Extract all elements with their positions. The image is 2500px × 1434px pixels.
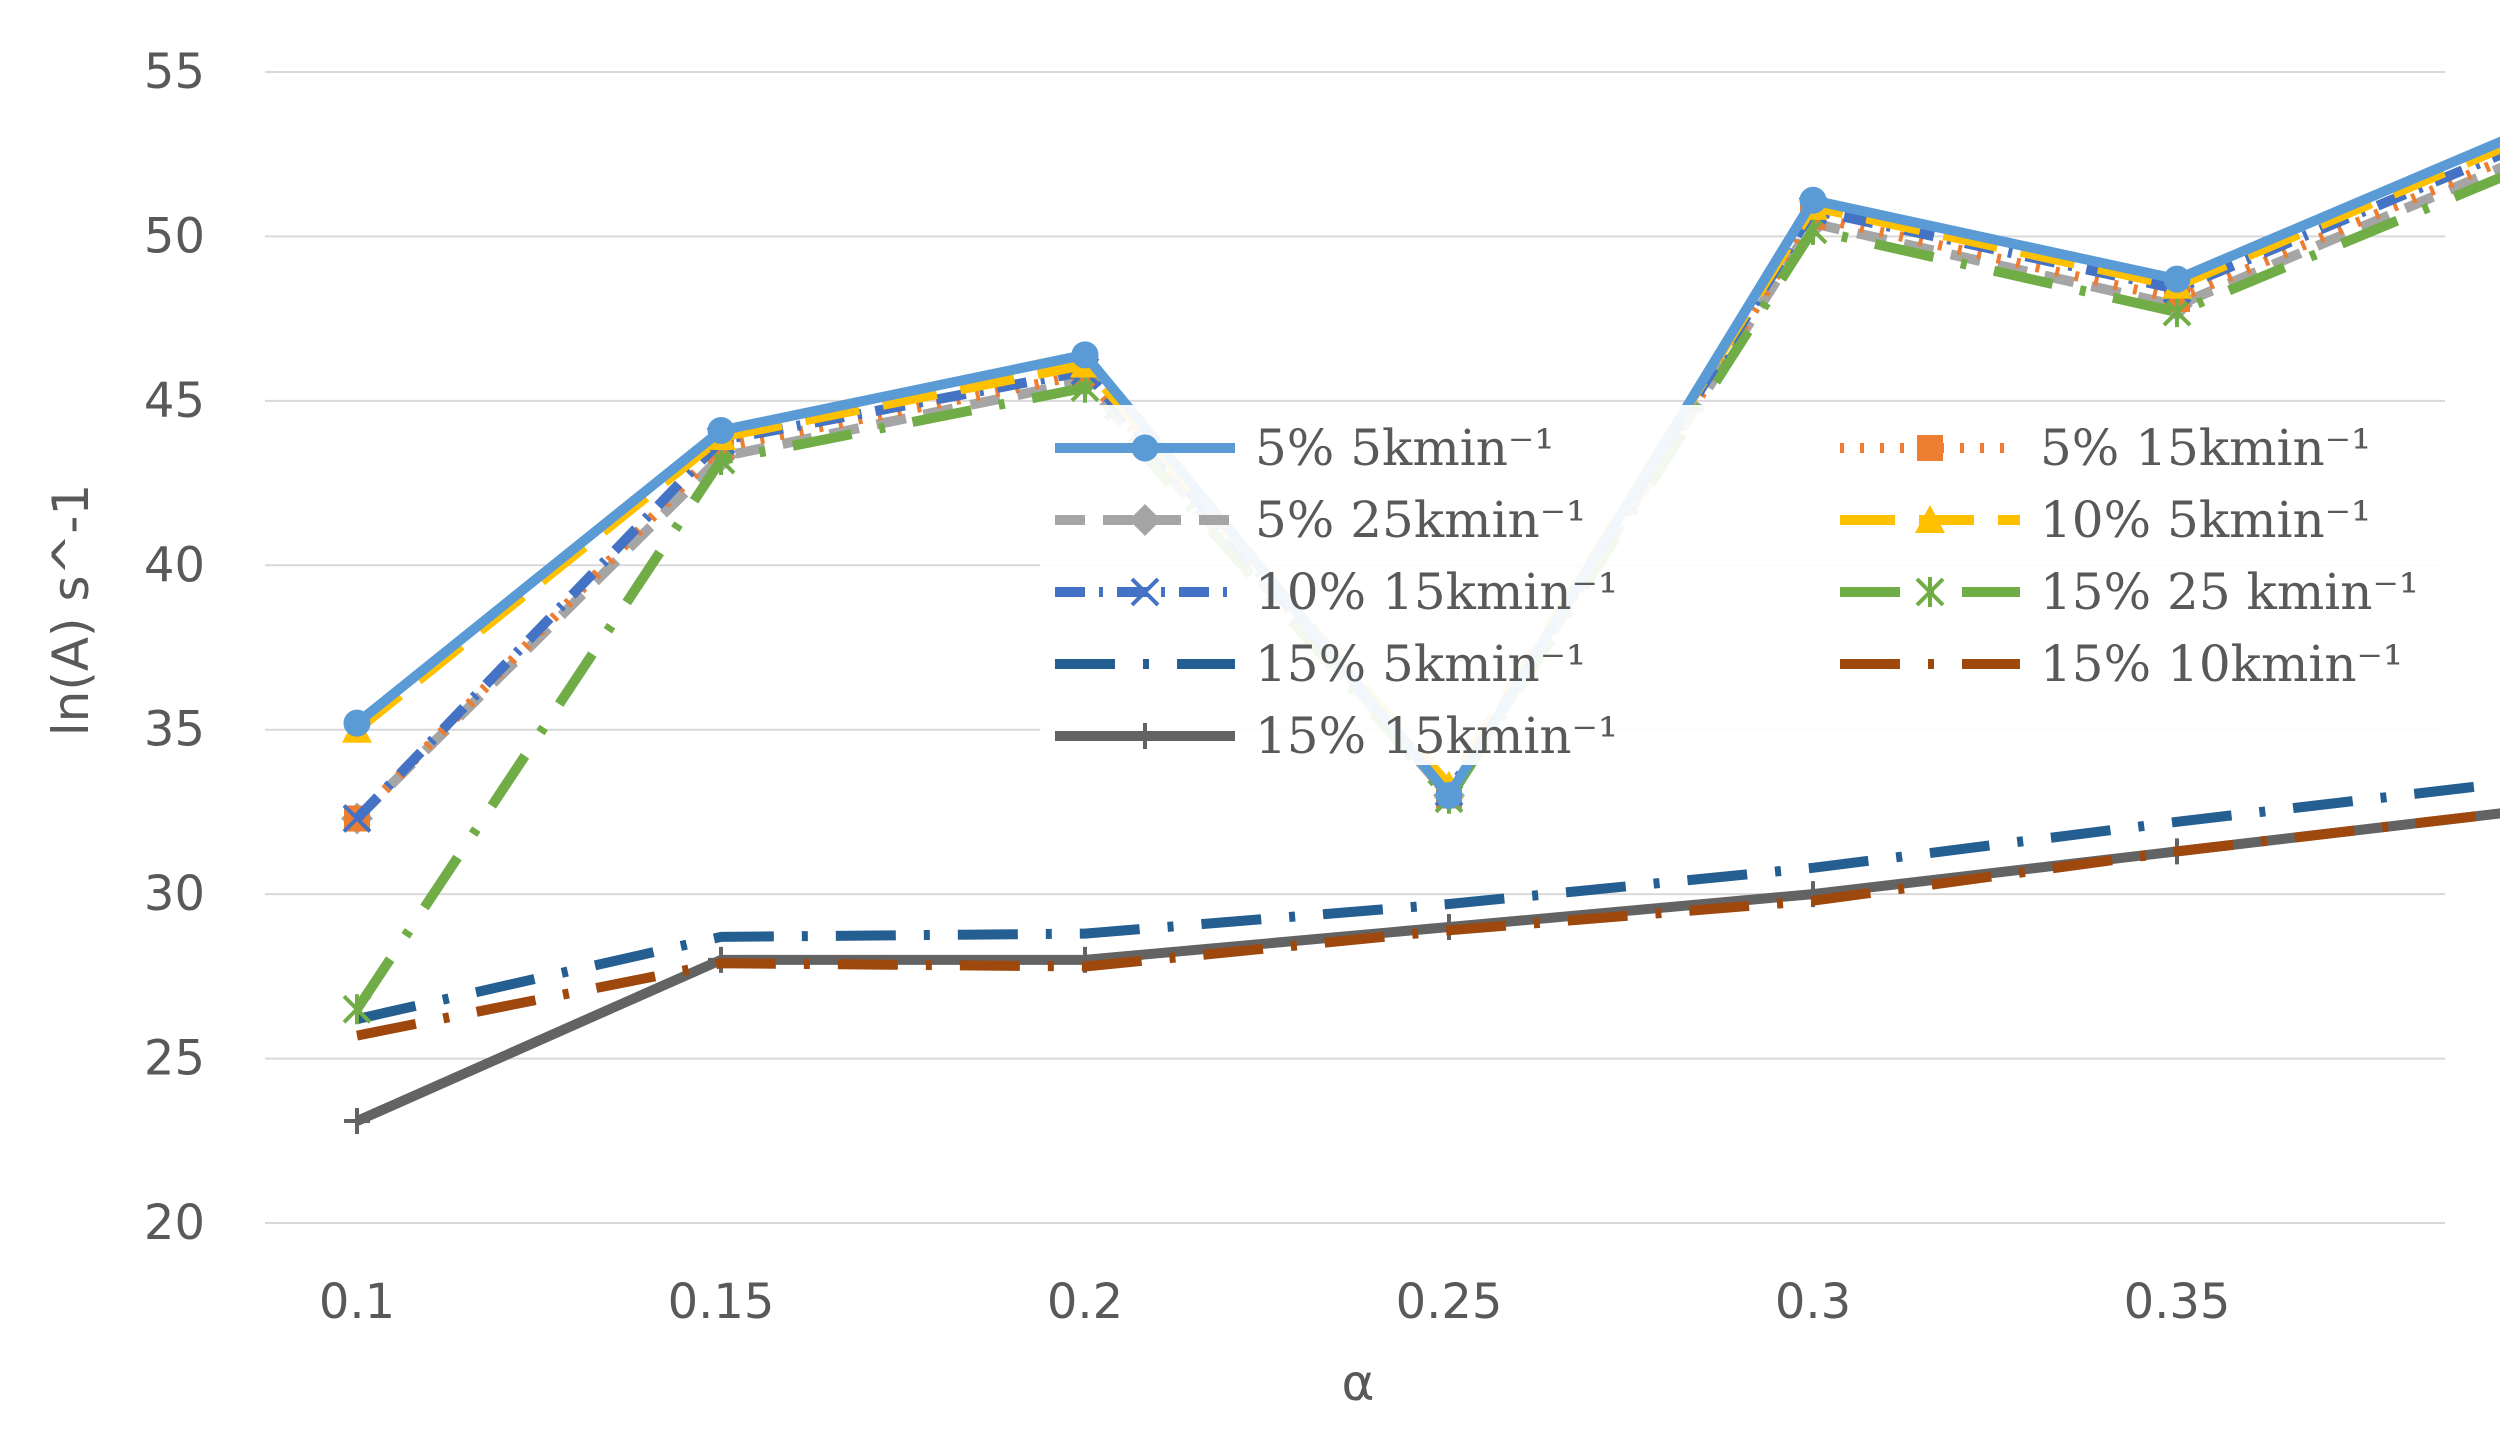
data-point [342, 994, 372, 1025]
legend-swatch-marker [1130, 577, 1160, 607]
x-axis-ticks: 0.10.150.20.250.30.350.40.450.50.550.60.… [319, 1274, 2231, 1330]
legend-background [1040, 405, 2445, 765]
y-tick-label: 35 [144, 702, 205, 758]
legend-swatch-marker [1915, 505, 1945, 533]
legend-swatch-marker [1129, 504, 1161, 536]
data-point [342, 804, 372, 833]
legend-label: 15% 25 kmin⁻¹ [2040, 563, 2419, 621]
series-7 [355, 778, 2500, 1024]
legend-swatch-marker [1132, 723, 1158, 749]
series-1 [343, 136, 2500, 809]
legend-label: 10% 5kmin⁻¹ [2040, 491, 2371, 549]
y-axis-ticks: 20 25 30 35 40 45 50 55 [144, 44, 205, 1251]
legend-swatch-marker [1917, 435, 1943, 461]
legend-label: 15% 5kmin⁻¹ [1255, 635, 1586, 693]
data-point [2162, 297, 2192, 328]
legend-label: 5% 5kmin⁻¹ [1255, 419, 1554, 477]
y-tick-label: 55 [144, 44, 205, 100]
y-tick-label: 30 [144, 866, 205, 922]
data-point [344, 1108, 370, 1135]
legend-item: 15% 15kmin⁻¹ [1055, 707, 1618, 765]
x-tick-label: 0.2 [1047, 1274, 1123, 1330]
legend-label: 5% 25kmin⁻¹ [1255, 491, 1586, 549]
x-tick-label: 0.25 [1396, 1274, 1503, 1330]
legend-item: 10% 5kmin⁻¹ [1840, 491, 2371, 549]
series-line [352, 172, 2500, 1012]
legend-swatch-marker [1915, 577, 1945, 607]
series-group [341, 136, 2500, 1135]
y-tick-label: 20 [144, 1195, 205, 1251]
legend-item: 15% 25 kmin⁻¹ [1840, 563, 2419, 621]
series-line [356, 808, 2500, 1041]
y-tick-label: 50 [144, 208, 205, 264]
legend-item: 5% 25kmin⁻¹ [1055, 491, 1586, 549]
legend-item: 10% 15kmin⁻¹ [1055, 563, 1618, 621]
x-tick-label: 0.35 [2124, 1274, 2231, 1330]
data-point [343, 709, 371, 737]
legend-label: 10% 15kmin⁻¹ [1255, 563, 1618, 621]
legend-label: 15% 15kmin⁻¹ [1255, 707, 1618, 765]
x-tick-label: 0.3 [1775, 1274, 1851, 1330]
data-point [1071, 341, 1099, 369]
data-point [707, 416, 735, 444]
legend-item: 15% 5kmin⁻¹ [1055, 635, 1586, 693]
legend: 5% 5kmin⁻¹ 5% 15kmin⁻¹ 5% 25kmin⁻¹ 10% 5kmi… [1040, 405, 2445, 765]
y-tick-label: 25 [144, 1031, 205, 1087]
y-tick-label: 40 [144, 537, 205, 593]
legend-label: 15% 10kmin⁻¹ [2040, 635, 2403, 693]
series-8 [356, 808, 2500, 1041]
series-line [353, 149, 2500, 822]
gridlines [265, 71, 2445, 1224]
data-point [2163, 265, 2191, 293]
y-axis-title: ln(A) s^-1 [42, 484, 100, 737]
legend-label: 5% 15kmin⁻¹ [2040, 419, 2371, 477]
legend-item: 5% 15kmin⁻¹ [1840, 419, 2371, 477]
y-tick-label: 45 [144, 373, 205, 429]
series-line [355, 778, 2500, 1024]
data-point [1799, 186, 1827, 214]
legend-swatch-marker [1131, 434, 1159, 462]
legend-item: 15% 10kmin⁻¹ [1840, 635, 2403, 693]
x-axis-title: α [1342, 1354, 1375, 1412]
legend-item: 5% 5kmin⁻¹ [1055, 419, 1554, 477]
data-point [1435, 781, 1463, 809]
x-tick-label: 0.1 [319, 1274, 395, 1330]
x-tick-label: 0.15 [668, 1274, 775, 1330]
